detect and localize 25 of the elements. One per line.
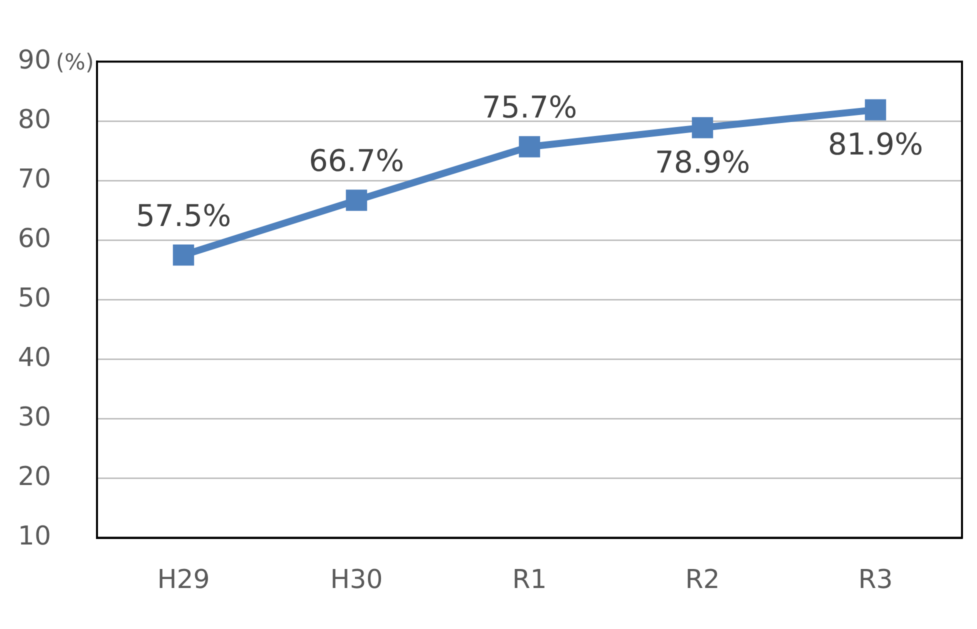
point	[346, 190, 368, 211]
point	[692, 117, 714, 138]
y-tick-label: 90	[18, 45, 51, 76]
point	[518, 136, 540, 158]
x-tick-label: R1	[512, 565, 547, 596]
y-tick-label: 40	[18, 342, 51, 373]
data-label: 75.7%	[482, 90, 578, 126]
y-axis-title: (%)	[56, 50, 94, 76]
x-tick-label: H29	[157, 565, 210, 596]
x-tick-label: R3	[858, 565, 893, 596]
point	[864, 99, 886, 120]
data-label: 81.9%	[828, 128, 924, 163]
y-tick-label: 10	[18, 522, 51, 552]
x-tick-label: H30	[330, 565, 383, 596]
data-label: 57.5%	[136, 198, 232, 234]
y-tick-label: 30	[18, 402, 51, 432]
y-tick-label: 60	[18, 224, 51, 254]
y-tick-label: 20	[18, 462, 51, 492]
y-tick-label: 70	[18, 164, 51, 194]
y-tick-label: 50	[18, 283, 51, 314]
point	[172, 244, 194, 266]
y-tick-label: 80	[18, 104, 51, 135]
data-label: 78.9%	[654, 145, 750, 180]
x-tick-label: R2	[685, 565, 720, 596]
data-label: 66.7%	[308, 144, 404, 180]
